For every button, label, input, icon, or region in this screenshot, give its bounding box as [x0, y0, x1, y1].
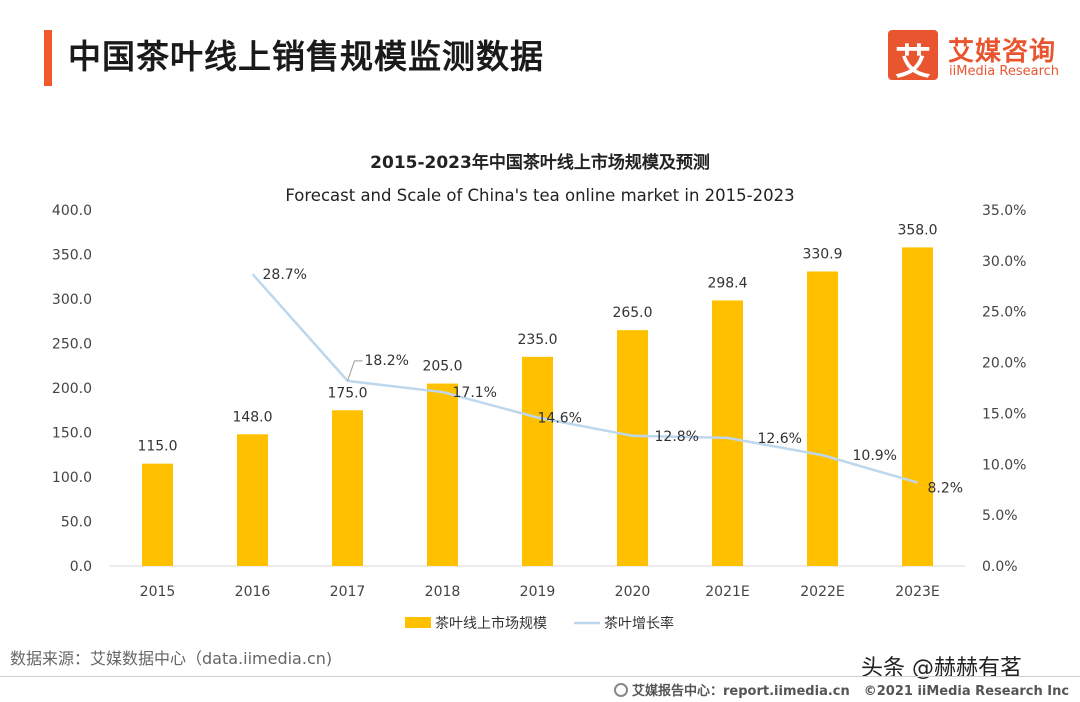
growth-rate-label: 12.6% — [758, 431, 802, 447]
y-axis-tick-label: 400.0 — [52, 203, 92, 219]
logo-glyph: 艾 — [894, 42, 931, 83]
y-axis-tick-label: 350.0 — [52, 248, 92, 264]
y-axis-tick-label: 200.0 — [52, 381, 92, 397]
bar-2022E — [807, 271, 838, 566]
bar-value-label: 115.0 — [137, 439, 177, 455]
growth-rate-line — [251, 273, 918, 484]
growth-rate-label: 14.6% — [538, 410, 582, 426]
bar-value-label: 298.4 — [707, 275, 747, 291]
bar-2019 — [522, 356, 553, 566]
x-axis-tick-label: 2018 — [425, 584, 461, 600]
footer-divider — [0, 676, 1080, 677]
growth-rate-label: 28.7% — [263, 267, 307, 283]
x-axis-tick-label: 2021E — [705, 584, 749, 600]
y-axis-tick-label: 250.0 — [52, 337, 92, 353]
y2-axis-tick-label: 30.0% — [982, 254, 1026, 270]
bar-value-label: 358.0 — [897, 222, 937, 238]
logo-chinese-name: 艾媒咨询 — [948, 37, 1057, 67]
bar-2020 — [617, 330, 648, 566]
y2-axis-tick-label: 10.0% — [982, 457, 1026, 473]
legend-label-bar: 茶叶线上市场规模 — [435, 615, 547, 632]
footer: 艾媒报告中心：report.iimedia.cn ©2021 iiMedia Re… — [614, 680, 1069, 699]
data-source-note: 数据来源：艾媒数据中心（data.iimedia.cn) — [10, 649, 333, 668]
iimedia-logo: 艾 艾媒咨询 iiMedia Research — [888, 30, 1068, 83]
logo-mark: 艾 — [888, 30, 938, 83]
footer-report-center[interactable]: 艾媒报告中心：report.iimedia.cn — [632, 684, 850, 699]
bar-2016 — [237, 434, 268, 566]
bar-value-label: 265.0 — [612, 305, 652, 321]
y2-axis-tick-label: 15.0% — [982, 406, 1026, 422]
growth-rate-label: 12.8% — [655, 429, 699, 445]
y2-axis-tick-label: 35.0% — [982, 203, 1026, 219]
page-title: 中国茶叶线上销售规模监测数据 — [68, 37, 544, 76]
footer-copyright: ©2021 iiMedia Research Inc — [863, 684, 1070, 699]
bar-2017 — [332, 410, 363, 566]
x-axis-tick-label: 2022E — [800, 584, 844, 600]
x-axis-tick-label: 2019 — [520, 584, 556, 600]
logo-english-name: iiMedia Research — [949, 64, 1060, 79]
globe-icon — [614, 683, 628, 697]
y2-axis-tick-label: 20.0% — [982, 356, 1026, 372]
legend-label-line: 茶叶增长率 — [604, 615, 674, 632]
growth-rate-label: 10.9% — [853, 448, 897, 464]
chart-container: 2015-2023年中国茶叶线上市场规模及预测 Forecast and Scal… — [0, 140, 1080, 640]
bar-2021E — [712, 300, 743, 566]
bar-value-label: 148.0 — [232, 409, 272, 425]
label-leader-line — [347, 360, 363, 382]
chart-title: 2015-2023年中国茶叶线上市场规模及预测 — [370, 152, 710, 173]
title-accent-bar — [44, 30, 52, 86]
bar-2015 — [142, 463, 173, 566]
growth-rate-label: 17.1% — [453, 385, 497, 401]
y-axis-tick-label: 50.0 — [61, 515, 92, 531]
y-axis-tick-label: 0.0 — [70, 559, 92, 575]
y-axis-tick-label: 100.0 — [52, 470, 92, 486]
bar-2018 — [427, 383, 458, 566]
watermark-text: 头条 @赫赫有茗 — [861, 656, 1022, 681]
bar-value-label: 235.0 — [517, 332, 557, 348]
x-axis-tick-label: 2017 — [330, 584, 366, 600]
growth-rate-label: 8.2% — [928, 481, 964, 497]
y2-axis-tick-label: 25.0% — [982, 305, 1026, 321]
bar-value-label: 205.0 — [422, 359, 462, 375]
bar-value-label: 330.9 — [802, 246, 842, 262]
y2-axis-tick-label: 5.0% — [982, 508, 1018, 524]
x-axis-tick-label: 2020 — [615, 584, 651, 600]
chart-subtitle: Forecast and Scale of China's tea online… — [285, 186, 794, 205]
x-axis-tick-label: 2015 — [140, 584, 176, 600]
combo-chart: 2015-2023年中国茶叶线上市场规模及预测 Forecast and Scal… — [52, 152, 1027, 632]
growth-rate-label: 18.2% — [365, 353, 409, 369]
x-axis-tick-label: 2016 — [235, 584, 271, 600]
bar-value-label: 175.0 — [327, 385, 367, 401]
y2-axis-tick-label: 0.0% — [982, 559, 1018, 575]
y-axis-tick-label: 150.0 — [52, 426, 92, 442]
x-axis-tick-label: 2023E — [895, 584, 939, 600]
bar-2023E — [902, 247, 933, 566]
y-axis-tick-label: 300.0 — [52, 292, 92, 308]
legend-swatch-bar — [405, 617, 431, 628]
